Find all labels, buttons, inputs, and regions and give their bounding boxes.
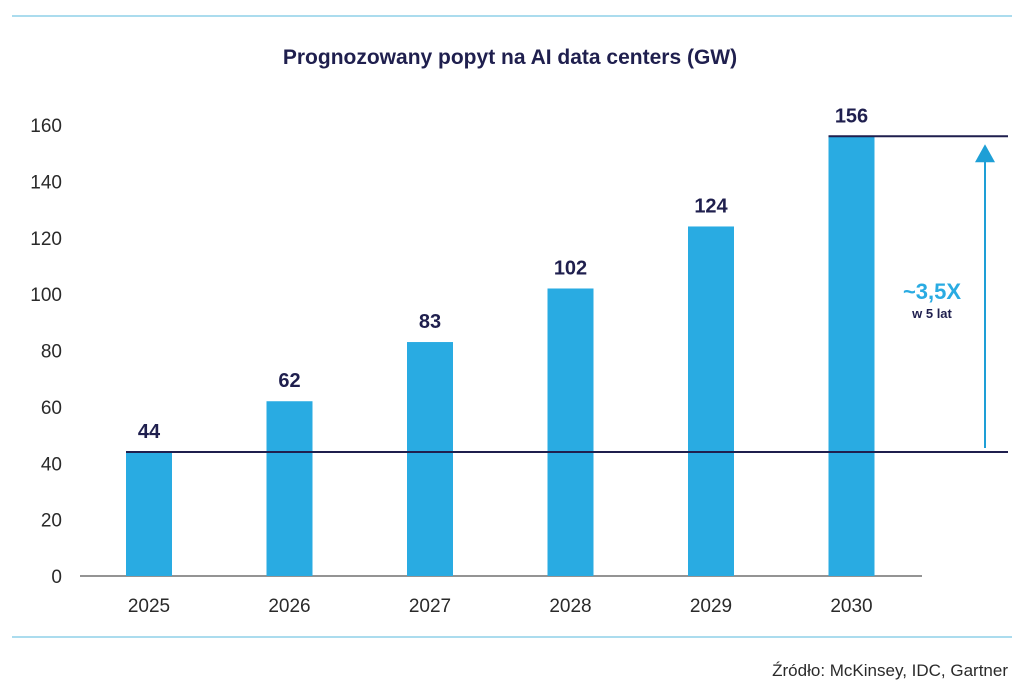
growth-annotation: ~3,5X (903, 279, 961, 304)
x-tick-label: 2025 (128, 596, 170, 617)
y-tick-label: 100 (30, 285, 62, 306)
y-tick-label: 160 (30, 116, 62, 137)
bar (688, 226, 734, 576)
x-tick-label: 2029 (690, 596, 732, 617)
y-tick-label: 60 (41, 398, 62, 419)
x-tick-label: 2030 (830, 596, 872, 617)
x-tick-label: 2028 (549, 596, 591, 617)
y-tick-label: 140 (30, 172, 62, 193)
bar (266, 401, 313, 576)
y-tick-label: 120 (30, 229, 62, 250)
x-tick-label: 2027 (409, 596, 451, 617)
data-label: 124 (694, 195, 728, 217)
y-tick-label: 80 (41, 342, 62, 363)
bar (126, 451, 172, 576)
chart-title: Prognozowany popyt na AI data centers (G… (283, 46, 737, 69)
y-tick-label: 20 (41, 511, 62, 532)
data-labels: 44 62 83 102 124 156 (138, 105, 868, 443)
growth-arrow-icon (975, 144, 995, 448)
y-tick-label: 0 (51, 567, 62, 588)
data-label: 44 (138, 421, 161, 443)
y-axis-ticks: 0 20 40 60 80 100 120 140 160 (30, 116, 62, 588)
data-label: 156 (835, 105, 868, 127)
data-label: 83 (419, 311, 441, 333)
arrow-head (975, 144, 995, 163)
source-note: Źródło: McKinsey, IDC, Gartner (772, 661, 1008, 680)
y-tick-label: 40 (41, 454, 62, 475)
x-tick-label: 2026 (268, 596, 310, 617)
bar (828, 136, 875, 576)
bars-group (126, 136, 875, 576)
bar (407, 342, 453, 576)
bar (547, 288, 594, 576)
reference-lines (126, 135, 1008, 453)
data-label: 62 (278, 370, 300, 392)
x-axis-ticks: 2025 2026 2027 2028 2029 2030 (128, 596, 873, 617)
growth-annotation-sub: w 5 lat (911, 306, 952, 321)
data-label: 102 (554, 257, 587, 279)
